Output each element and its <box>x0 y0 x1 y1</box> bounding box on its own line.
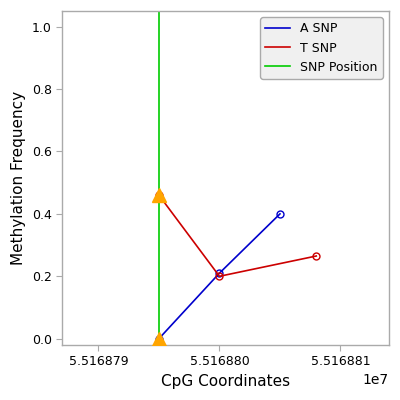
X-axis label: CpG Coordinates: CpG Coordinates <box>161 374 290 389</box>
Y-axis label: Methylation Frequency: Methylation Frequency <box>11 91 26 265</box>
Legend: A SNP, T SNP, SNP Position: A SNP, T SNP, SNP Position <box>260 17 383 79</box>
